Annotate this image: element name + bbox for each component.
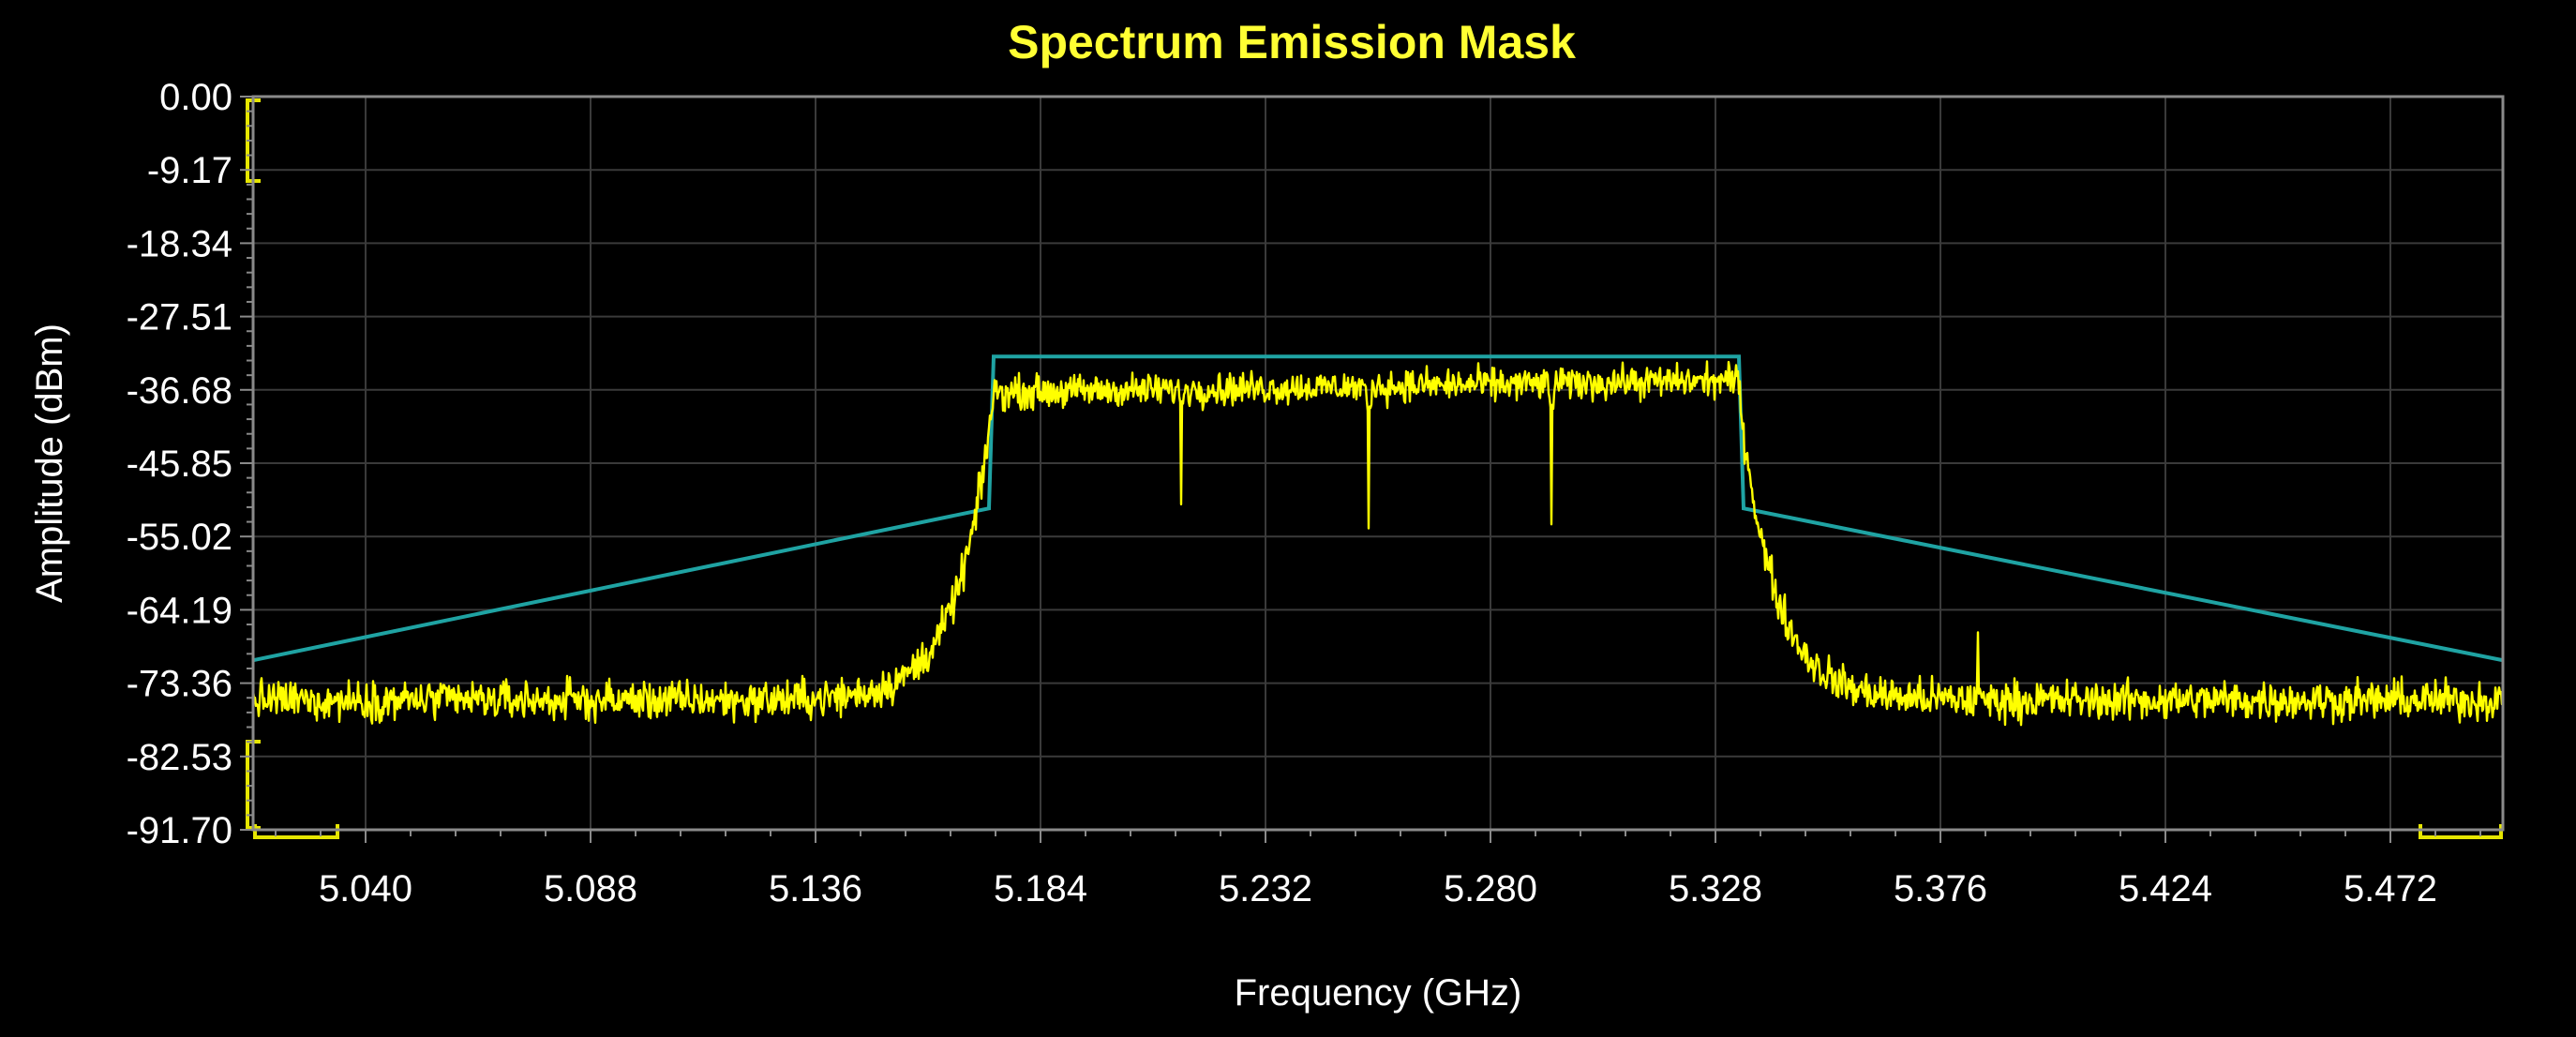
x-tick-label: 5.472 xyxy=(2344,868,2437,909)
y-axis-label: Amplitude (dBm) xyxy=(29,323,70,603)
x-tick-label: 5.136 xyxy=(769,868,862,909)
x-tick-label: 5.088 xyxy=(544,868,637,909)
y-tick-label: -27.51 xyxy=(127,297,232,338)
spectrum-trace xyxy=(251,360,2505,727)
x-tick-label: 5.232 xyxy=(1219,868,1312,909)
x-tick-label: 5.280 xyxy=(1444,868,1537,909)
y-tick-label: -73.36 xyxy=(127,664,232,705)
y-tick-label: -36.68 xyxy=(127,370,232,412)
chart-title: Spectrum Emission Mask xyxy=(1008,16,1576,68)
x-tick-label: 5.040 xyxy=(319,868,412,909)
x-axis-label: Frequency (GHz) xyxy=(1235,972,1522,1014)
y-tick-label: -91.70 xyxy=(127,810,232,851)
x-tick-label: 5.376 xyxy=(1894,868,1987,909)
y-axis: 0.00 -9.17 -18.34 -27.51 -36.68 -45.85 -55.02 -… xyxy=(127,77,253,851)
y-tick-label: -18.34 xyxy=(127,223,232,264)
series-layer xyxy=(251,354,2505,727)
mask-line xyxy=(252,354,2504,663)
y-tick-label: -55.02 xyxy=(127,517,232,558)
x-tick-label: 5.184 xyxy=(994,868,1087,909)
x-axis: 5.040 5.088 5.136 5.184 5.232 5.280 5.328 5.376… xyxy=(275,830,2481,909)
y-tick-label: -9.17 xyxy=(147,150,232,191)
grid xyxy=(253,97,2503,830)
y-tick-label: 0.00 xyxy=(159,77,232,118)
x-tick-label: 5.424 xyxy=(2119,868,2212,909)
range-markers[interactable] xyxy=(246,98,2503,839)
y-tick-label: -82.53 xyxy=(127,737,232,778)
x-tick-label: 5.328 xyxy=(1669,868,1762,909)
y-tick-label: -45.85 xyxy=(127,443,232,485)
y-tick-label: -64.19 xyxy=(127,590,232,631)
